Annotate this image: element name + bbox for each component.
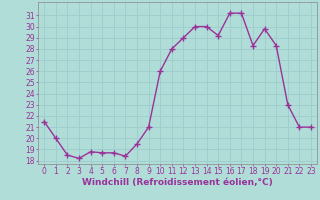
- X-axis label: Windchill (Refroidissement éolien,°C): Windchill (Refroidissement éolien,°C): [82, 178, 273, 187]
